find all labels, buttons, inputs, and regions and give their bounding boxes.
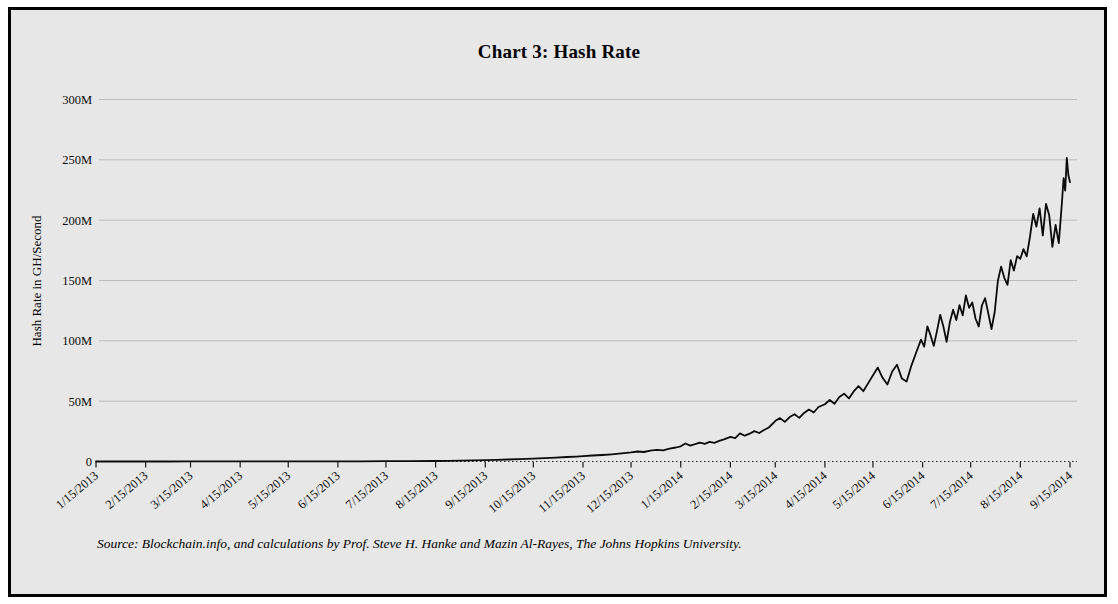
source-note: Source: Blockchain.info, and calculation… — [97, 536, 742, 552]
x-tick-label: 6/15/2013 — [295, 469, 343, 512]
x-tick-label: 3/15/2013 — [148, 469, 196, 512]
x-tick-label: 1/15/2014 — [638, 468, 686, 512]
x-tick-label: 8/15/2014 — [977, 468, 1025, 512]
x-tick-label: 6/15/2014 — [880, 468, 928, 512]
x-tick-label: 9/15/2013 — [442, 469, 490, 512]
x-tick-label: 5/15/2014 — [830, 468, 878, 512]
y-tick-label: 0 — [86, 455, 92, 469]
y-tick-label: 200M — [62, 214, 92, 228]
y-axis-title: Hash Rate in GH/Second — [29, 215, 45, 346]
x-tick-label: 9/15/2014 — [1027, 468, 1075, 512]
x-tick-label: 7/15/2014 — [928, 468, 976, 512]
x-tick-label: 8/15/2013 — [393, 469, 441, 512]
hash-rate-series-line — [96, 158, 1070, 462]
x-tick-label: 11/15/2013 — [536, 469, 588, 516]
y-tick-label: 50M — [68, 395, 92, 409]
x-tick-label: 12/15/2013 — [583, 469, 636, 516]
x-tick-label: 4/15/2013 — [197, 469, 245, 512]
x-tick-label: 3/15/2014 — [732, 468, 780, 512]
x-tick-label: 5/15/2013 — [245, 469, 293, 512]
y-tick-label: 250M — [62, 153, 92, 167]
chart-figure: Chart 3: Hash Rate 050M100M150M200M250M3… — [0, 0, 1118, 604]
y-tick-label: 100M — [62, 334, 92, 348]
x-tick-label: 2/15/2013 — [103, 469, 151, 512]
x-tick-label: 10/15/2013 — [486, 469, 539, 516]
x-tick-label: 1/15/2013 — [53, 469, 101, 512]
plot-area: 050M100M150M200M250M300M1/15/20132/15/20… — [0, 0, 1118, 604]
x-tick-label: 7/15/2013 — [343, 469, 391, 512]
x-tick-label: 2/15/2014 — [687, 468, 735, 512]
y-tick-label: 300M — [62, 93, 92, 107]
x-tick-label: 4/15/2014 — [782, 468, 830, 512]
y-tick-label: 150M — [62, 274, 92, 288]
